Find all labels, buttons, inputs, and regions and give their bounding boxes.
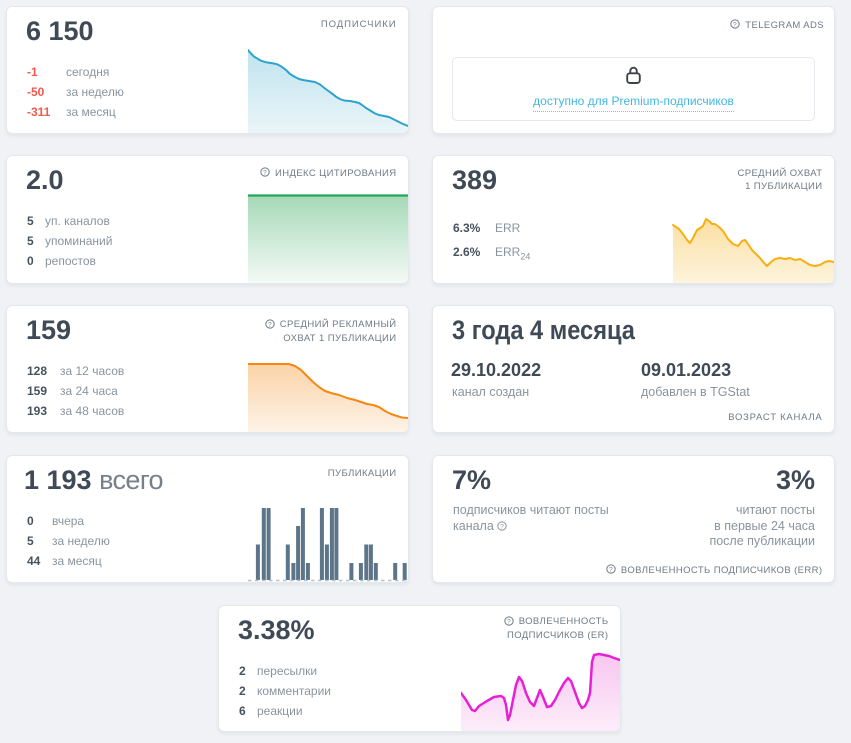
svg-text:?: ? — [507, 618, 511, 625]
svg-text:?: ? — [500, 523, 504, 530]
svg-text:?: ? — [733, 21, 737, 28]
svg-text:?: ? — [609, 566, 613, 573]
svg-text:?: ? — [268, 321, 272, 328]
svg-text:?: ? — [263, 169, 267, 176]
